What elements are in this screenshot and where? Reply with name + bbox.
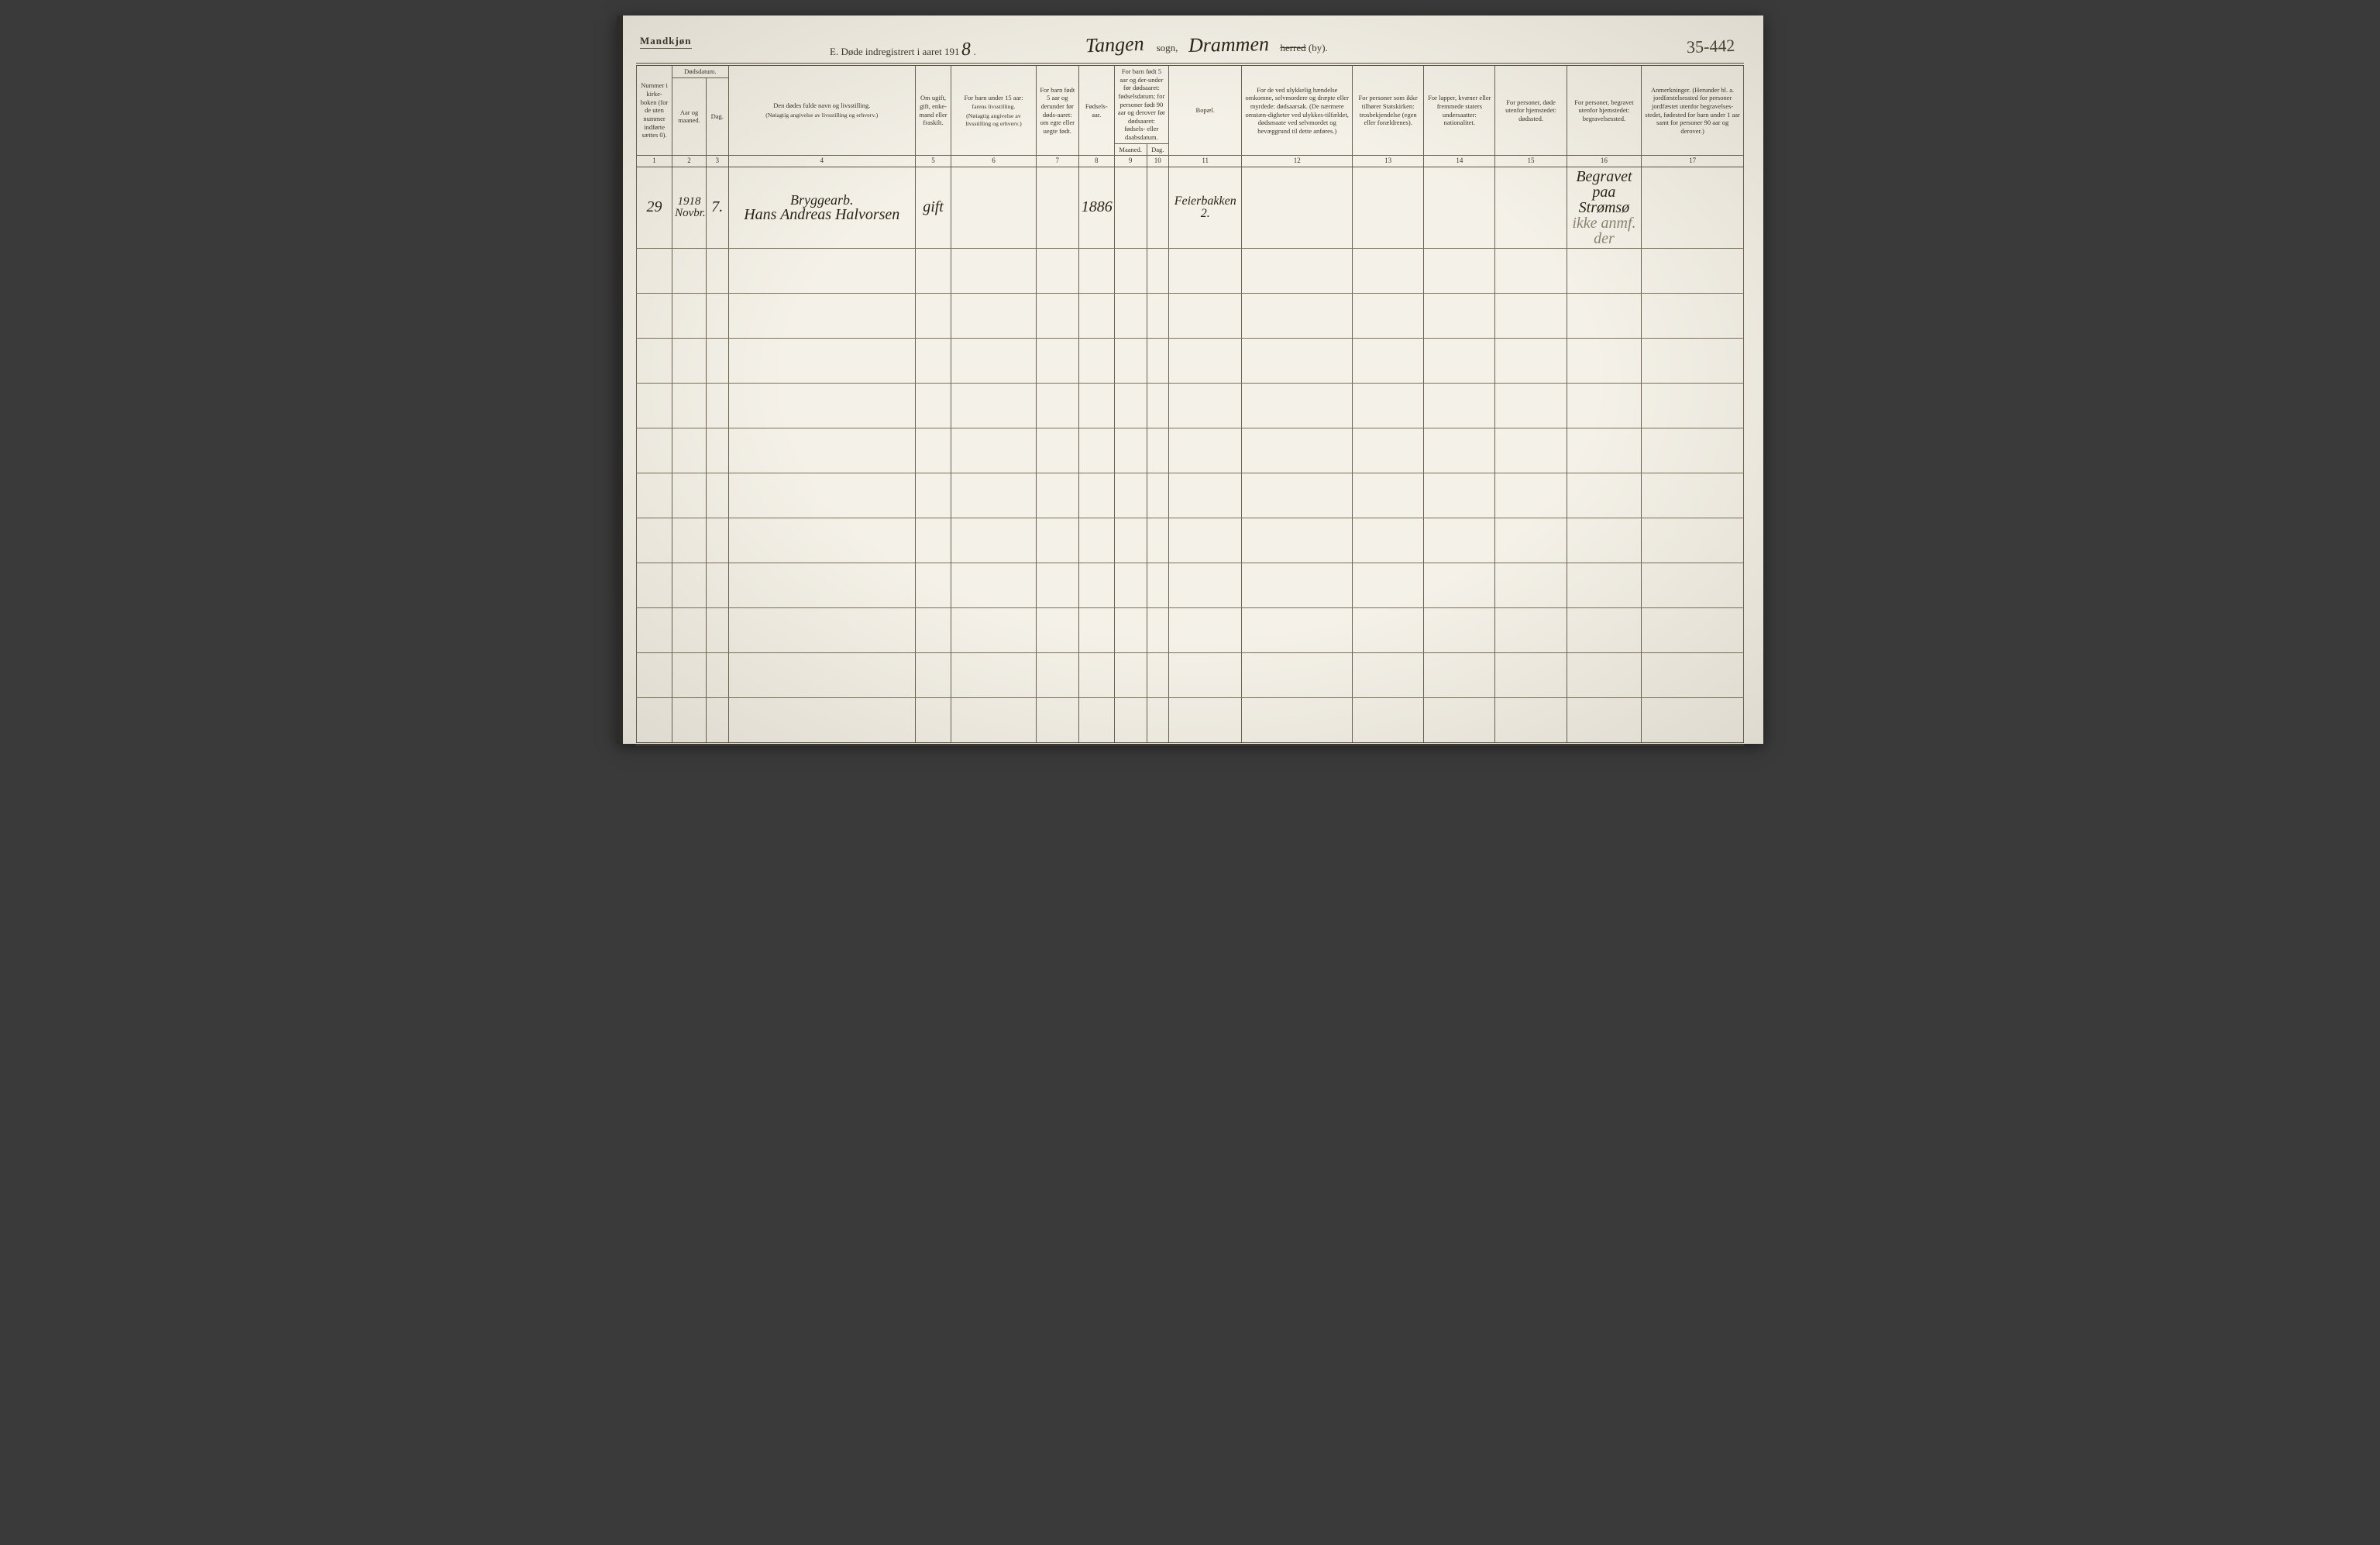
col-6-line2: farens livsstilling. — [954, 103, 1034, 111]
colnum: 5 — [915, 156, 951, 167]
colnum: 2 — [672, 156, 707, 167]
cell-faith — [1353, 167, 1424, 248]
col-9-header-sub: Maaned. — [1114, 143, 1147, 156]
residence-line2: 2. — [1171, 208, 1239, 220]
colnum: 10 — [1147, 156, 1169, 167]
col-15-header: For personer, døde utenfor hjemstedet: d… — [1495, 66, 1567, 156]
fullname-line: Hans Andreas Halvorsen — [731, 207, 913, 222]
col-16-header: For personer, begravet utenfor hjemstede… — [1567, 66, 1642, 156]
bottom-double-rule — [636, 742, 1744, 745]
blank-row — [637, 607, 1744, 652]
blank-row — [637, 383, 1744, 428]
title-period: . — [974, 46, 976, 58]
col-14-header: For lapper, kvæner eller fremmede stater… — [1424, 66, 1495, 156]
colnum: 13 — [1353, 156, 1424, 167]
table-body: 29 1918 Novbr. 7. Bryggearb. Hans Andrea… — [637, 167, 1744, 742]
column-number-row: 1 2 3 4 5 6 7 8 9 10 11 12 13 14 15 16 1… — [637, 156, 1744, 167]
col-7-header: For barn født 5 aar og derunder før døds… — [1036, 66, 1078, 156]
col-1-header: Nummer i kirke-boken (for de uten nummer… — [637, 66, 672, 156]
blank-row — [637, 428, 1744, 473]
col-6-line1: For barn under 15 aar: — [964, 94, 1023, 102]
col-5-header: Om ugift, gift, enke-mand eller fraskilt… — [915, 66, 951, 156]
colnum: 3 — [706, 156, 728, 167]
herred-label: herred (by). — [1280, 42, 1327, 54]
cell-number: 29 — [637, 167, 672, 248]
cell-marital: gift — [915, 167, 951, 248]
col-6-line3: (Nøiagtig angivelse av livsstilling og e… — [954, 112, 1034, 127]
colnum: 7 — [1036, 156, 1078, 167]
title-prefix: E. Døde indregistrert i aaret 191 — [830, 46, 960, 58]
cell-day: 7. — [706, 167, 728, 248]
blank-row — [637, 518, 1744, 563]
blank-row — [637, 293, 1744, 338]
col-4-line2: (Nøiagtig angivelse av livsstilling og e… — [731, 112, 913, 119]
cell-birth-month — [1114, 167, 1147, 248]
cell-birthyear: 1886 — [1078, 167, 1114, 248]
gender-heading: Mandkjøn — [640, 35, 692, 49]
col-2-header-sub: Aar og maaned. — [672, 77, 707, 156]
sogn-name: Tangen — [1085, 33, 1144, 58]
colnum: 8 — [1078, 156, 1114, 167]
parish-block: Tangen sogn, Drammen herred (by). — [1085, 33, 1328, 57]
colnum: 6 — [951, 156, 1037, 167]
colnum: 4 — [728, 156, 915, 167]
colnum: 12 — [1242, 156, 1353, 167]
cell-name: Bryggearb. Hans Andreas Halvorsen — [728, 167, 915, 248]
cell-yearmonth: 1918 Novbr. — [672, 167, 707, 248]
title-block: E. Døde indregistrert i aaret 1918. — [830, 40, 976, 60]
col-11-header: Bopæl. — [1169, 66, 1242, 156]
colnum: 9 — [1114, 156, 1147, 167]
col-2-header-top: Dødsdatum. — [672, 66, 728, 77]
blank-row — [637, 563, 1744, 607]
sogn-label: sogn, — [1157, 42, 1178, 54]
col-3-header-sub: Dag. — [706, 77, 728, 156]
entry-row: 29 1918 Novbr. 7. Bryggearb. Hans Andrea… — [637, 167, 1744, 248]
colnum: 15 — [1495, 156, 1567, 167]
by-label: (by). — [1309, 42, 1328, 53]
colnum: 14 — [1424, 156, 1495, 167]
cell-birth-day — [1147, 167, 1169, 248]
anno-line2: paa Strømsø — [1570, 184, 1639, 215]
herred-strike: herred — [1280, 42, 1305, 53]
colnum: 11 — [1169, 156, 1242, 167]
colnum: 16 — [1567, 156, 1642, 167]
col-9-header-top: For barn født 5 aar og der-under før død… — [1114, 66, 1168, 143]
cell-legit — [1036, 167, 1078, 248]
colnum: 17 — [1642, 156, 1744, 167]
blank-row — [637, 697, 1744, 742]
cell-remarks — [1642, 167, 1744, 248]
colnum: 1 — [637, 156, 672, 167]
year-handwritten: 8 — [961, 40, 971, 61]
blank-row — [637, 338, 1744, 383]
table-head: Nummer i kirke-boken (for de uten nummer… — [637, 66, 1744, 167]
blank-row — [637, 248, 1744, 293]
col-13-header: For personer som ikke tilhører Statskirk… — [1353, 66, 1424, 156]
cell-residence: Feierbakken 2. — [1169, 167, 1242, 248]
col-17-header: Anmerkninger. (Herunder bl. a. jordfæste… — [1642, 66, 1744, 156]
col-4-line1: Den dødes fulde navn og livsstilling. — [773, 102, 870, 109]
col-8-header: Fødsels-aar. — [1078, 66, 1114, 156]
page-header: Mandkjøn E. Døde indregistrert i aaret 1… — [636, 35, 1744, 57]
occupation-line: Bryggearb. — [731, 193, 913, 207]
col-4-header: Den dødes fulde navn og livsstilling. (N… — [728, 66, 915, 156]
ledger-page: Mandkjøn E. Døde indregistrert i aaret 1… — [617, 15, 1763, 744]
blank-row — [637, 473, 1744, 518]
col-10-header-sub: Dag. — [1147, 143, 1169, 156]
cell-cause — [1242, 167, 1353, 248]
blank-row — [637, 652, 1744, 697]
cell-deathplace — [1495, 167, 1567, 248]
cell-father — [951, 167, 1037, 248]
ledger-table: Nummer i kirke-boken (for de uten nummer… — [636, 66, 1744, 743]
herred-name: Drammen — [1188, 33, 1270, 57]
cell-burialplace: Begravet paa Strømsø ikke anmf. der — [1567, 167, 1642, 248]
cell-yearmonth-text: 1918 Novbr. — [675, 195, 706, 219]
anno-line1: Begravet — [1570, 169, 1639, 184]
col-12-header: For de ved ulykkelig hændelse omkomne, s… — [1242, 66, 1353, 156]
cell-nationality — [1424, 167, 1495, 248]
residence-line1: Feierbakken — [1171, 195, 1239, 208]
page-number: 35-442 — [1686, 36, 1735, 57]
col-6-header: For barn under 15 aar: farens livsstilli… — [951, 66, 1037, 156]
anno-line3: ikke anmf. der — [1570, 215, 1639, 246]
